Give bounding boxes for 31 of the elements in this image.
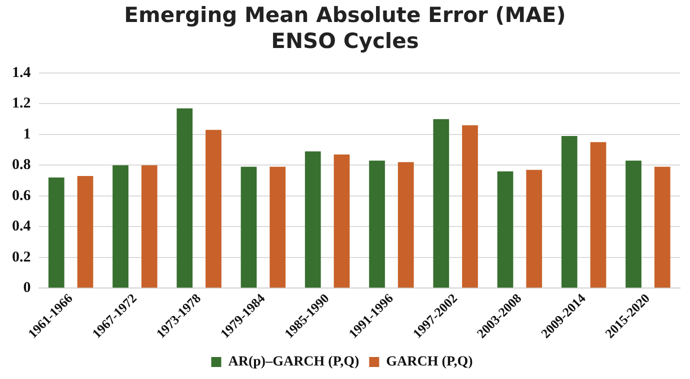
bar [462,125,478,288]
bar [398,162,414,288]
bar [334,154,350,288]
y-tick-label: 1 [23,126,31,142]
bar [112,165,128,288]
legend-label: GARCH (P,Q) [386,354,474,370]
bar [654,166,670,288]
y-tick-label: 0 [23,280,31,296]
bar [433,119,450,288]
bar [240,166,257,288]
chart-title: Emerging Mean Absolute Error (MAE) ENSO Cycles [123,2,567,54]
y-tick-label: 0.6 [12,188,32,204]
bar [561,136,578,288]
bar [497,171,514,288]
y-tick-label: 1.2 [12,96,31,112]
bar [48,177,64,288]
bar [270,166,286,288]
bar [176,108,193,288]
bar [77,176,94,288]
y-tick-label: 1.4 [12,64,32,81]
y-tick-label: 0.4 [12,218,32,235]
bar [304,151,321,288]
y-tick-label: 0.2 [12,249,31,266]
bar [141,165,158,288]
bar [369,160,385,288]
bar [206,130,222,288]
legend-label: AR(p)–GARCH (P,Q) [228,354,360,370]
y-tick-label: 0.8 [12,157,31,174]
bar [626,160,642,288]
bar [590,142,606,288]
bar [526,170,542,288]
